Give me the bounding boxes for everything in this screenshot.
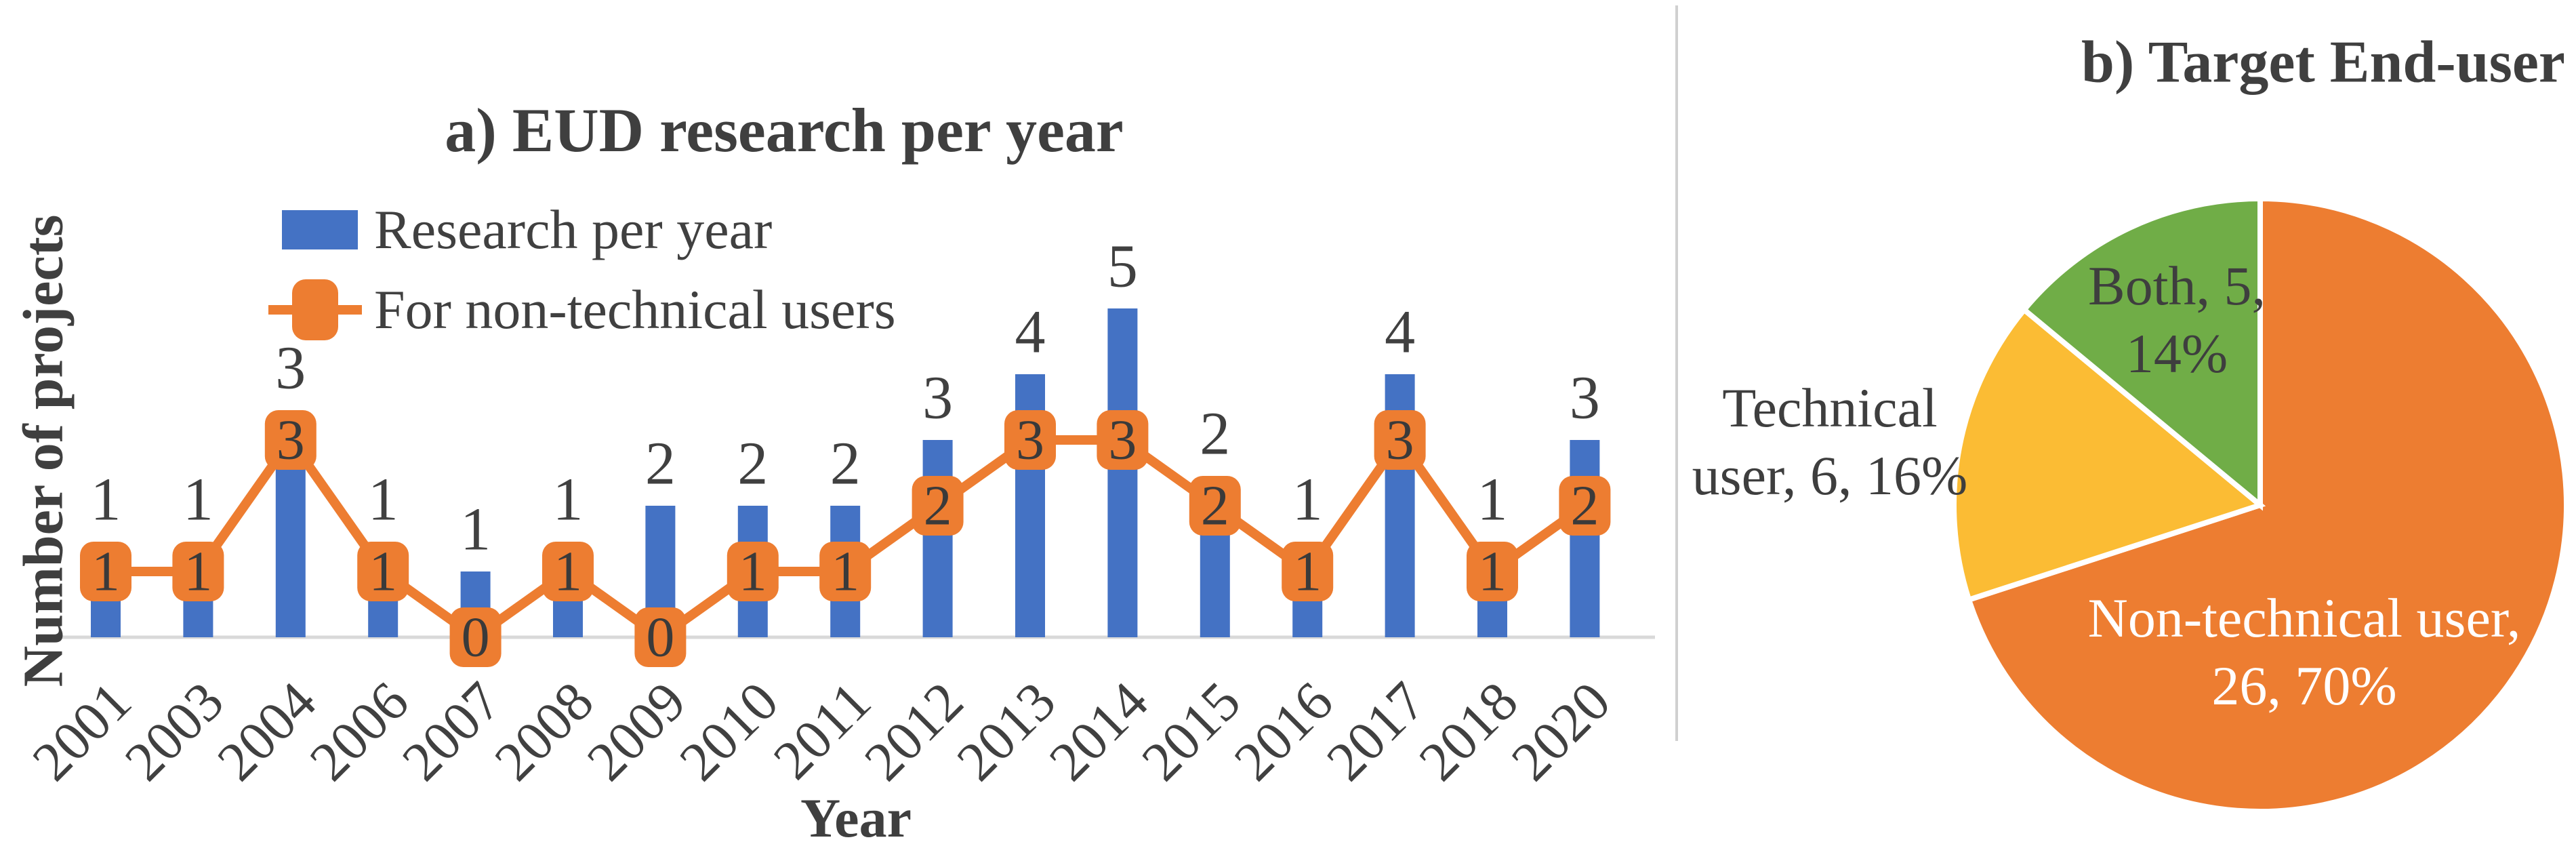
line-value-label-2018: 1	[1478, 540, 1507, 603]
line-marker-2016	[1282, 542, 1334, 601]
pie-label-line: Non-technical user,	[2087, 586, 2521, 649]
bar-2004	[275, 440, 306, 637]
legend-marker-square	[292, 279, 338, 340]
x-tick-label-2003: 2003	[113, 670, 235, 792]
y-axis-title: Number of projects	[12, 214, 75, 687]
pie-label-line: Technical	[1722, 376, 1938, 439]
line-marker-2004	[264, 410, 316, 470]
pie-slice-non-technical-user	[1965, 195, 2569, 814]
line-value-label-2016: 1	[1293, 540, 1322, 603]
pie-label-both: Both, 5, 14%	[2088, 252, 2266, 388]
bar-value-label-2017: 4	[1385, 299, 1415, 366]
line-value-label-2010: 1	[739, 540, 767, 603]
pie-slice-technical-user	[1951, 306, 2266, 603]
x-tick-label-2007: 2007	[390, 670, 512, 792]
bar-value-label-2004: 3	[275, 335, 306, 402]
line-value-label-2007: 0	[462, 606, 490, 669]
line-marker-2011	[819, 542, 872, 601]
line-marker-2007	[449, 607, 502, 667]
legend: Research per year For non-technical user…	[268, 199, 896, 340]
bar-value-label-2007: 1	[460, 496, 491, 563]
x-tick-label-2017: 2017	[1315, 670, 1437, 792]
bar-series-swatch-icon	[282, 210, 358, 249]
line-value-label-2011: 1	[831, 540, 859, 603]
x-tick-label-2001: 2001	[20, 670, 142, 792]
bar-value-label-2009: 2	[645, 430, 676, 498]
x-tick-label-2015: 2015	[1130, 670, 1252, 792]
line-value-label-2009: 0	[646, 606, 674, 669]
line-marker-2010	[727, 542, 779, 601]
line-marker-2008	[542, 542, 594, 601]
x-tick-label-2018: 2018	[1407, 670, 1529, 792]
line-marker-2015	[1189, 476, 1241, 536]
bar-value-label-2010: 2	[737, 430, 768, 498]
line-value-label-2015: 2	[1201, 475, 1229, 538]
line-value-label-2013: 3	[1016, 409, 1044, 472]
line-value-label-2017: 3	[1386, 409, 1414, 472]
line-marker-2003	[172, 542, 224, 601]
line-value-label-2001: 1	[91, 540, 120, 603]
legend-label: Research per year	[374, 199, 773, 260]
x-tick-label-2008: 2008	[483, 670, 605, 792]
x-tick-label-2009: 2009	[575, 670, 697, 792]
panel-b-title: b) Target End-user	[2081, 29, 2565, 96]
bar-value-label-2016: 1	[1292, 466, 1323, 534]
bar-value-label-2001: 1	[91, 466, 121, 534]
bar-value-label-2013: 4	[1015, 299, 1046, 366]
panel-divider	[1675, 5, 1678, 741]
bar-value-label-2012: 3	[922, 365, 953, 432]
bar-value-label-2020: 3	[1570, 365, 1600, 432]
pie-label-line: 26, 70%	[2211, 655, 2397, 717]
x-tick-label-2020: 2020	[1500, 670, 1622, 792]
line-value-label-2003: 1	[184, 540, 212, 603]
bar-2020	[1570, 440, 1600, 637]
x-tick-label-2013: 2013	[945, 670, 1067, 792]
legend-item-for-non-technical-users: For non-technical users	[268, 279, 896, 340]
bar-value-label-2008: 1	[553, 466, 584, 534]
pie-label-line: Both, 5,	[2088, 254, 2266, 317]
bar-value-label-2011: 2	[830, 430, 861, 498]
line-value-label-2014: 3	[1108, 409, 1137, 472]
line-value-label-2006: 1	[369, 540, 397, 603]
bar-value-label-2006: 1	[368, 466, 398, 534]
pie-label-non-technical-user: Non-technical user, 26, 70%	[2088, 584, 2521, 720]
line-marker-2017	[1374, 410, 1426, 470]
bar-value-label-2014: 5	[1107, 233, 1138, 300]
bar-value-label-2015: 2	[1200, 401, 1230, 468]
legend-item-research-per-year: Research per year	[268, 199, 896, 260]
line-marker-2018	[1467, 542, 1518, 601]
line-marker-2013	[1004, 410, 1056, 470]
line-value-label-2012: 2	[924, 475, 952, 538]
x-tick-label-2010: 2010	[668, 670, 790, 792]
bar-value-label-2003: 1	[183, 466, 213, 534]
line-marker-2014	[1097, 410, 1149, 470]
line-value-label-2008: 1	[554, 540, 582, 603]
pie-label-line: user, 6, 16%	[1692, 445, 1968, 506]
panel-a-title: a) EUD research per year	[445, 96, 1124, 165]
pie-label-line: 14%	[2125, 323, 2228, 384]
line-marker-2009	[634, 607, 687, 667]
line-value-label-2020: 2	[1570, 475, 1599, 538]
bar-value-label-2018: 1	[1477, 466, 1508, 534]
bar-2014	[1107, 308, 1138, 637]
line-marker-2001	[80, 542, 131, 601]
x-tick-label-2016: 2016	[1223, 670, 1345, 792]
line-marker-2012	[912, 476, 964, 536]
x-tick-label-2006: 2006	[298, 670, 420, 792]
line-marker-2006	[357, 542, 409, 601]
x-tick-label-2011: 2011	[762, 670, 882, 790]
line-value-label-2004: 3	[277, 409, 305, 472]
bar-2012	[922, 440, 953, 637]
x-axis-title: Year	[800, 787, 912, 849]
x-tick-label-2014: 2014	[1038, 670, 1160, 792]
line-series-marker-icon	[268, 279, 362, 340]
x-tick-label-2012: 2012	[853, 670, 975, 792]
line-marker-2020	[1559, 476, 1611, 536]
legend-label: For non-technical users	[374, 279, 896, 340]
pie-label-technical-user: Technical user, 6, 16%	[1692, 374, 1968, 510]
x-tick-label-2004: 2004	[205, 670, 327, 792]
pie-slice-both	[2020, 195, 2263, 511]
